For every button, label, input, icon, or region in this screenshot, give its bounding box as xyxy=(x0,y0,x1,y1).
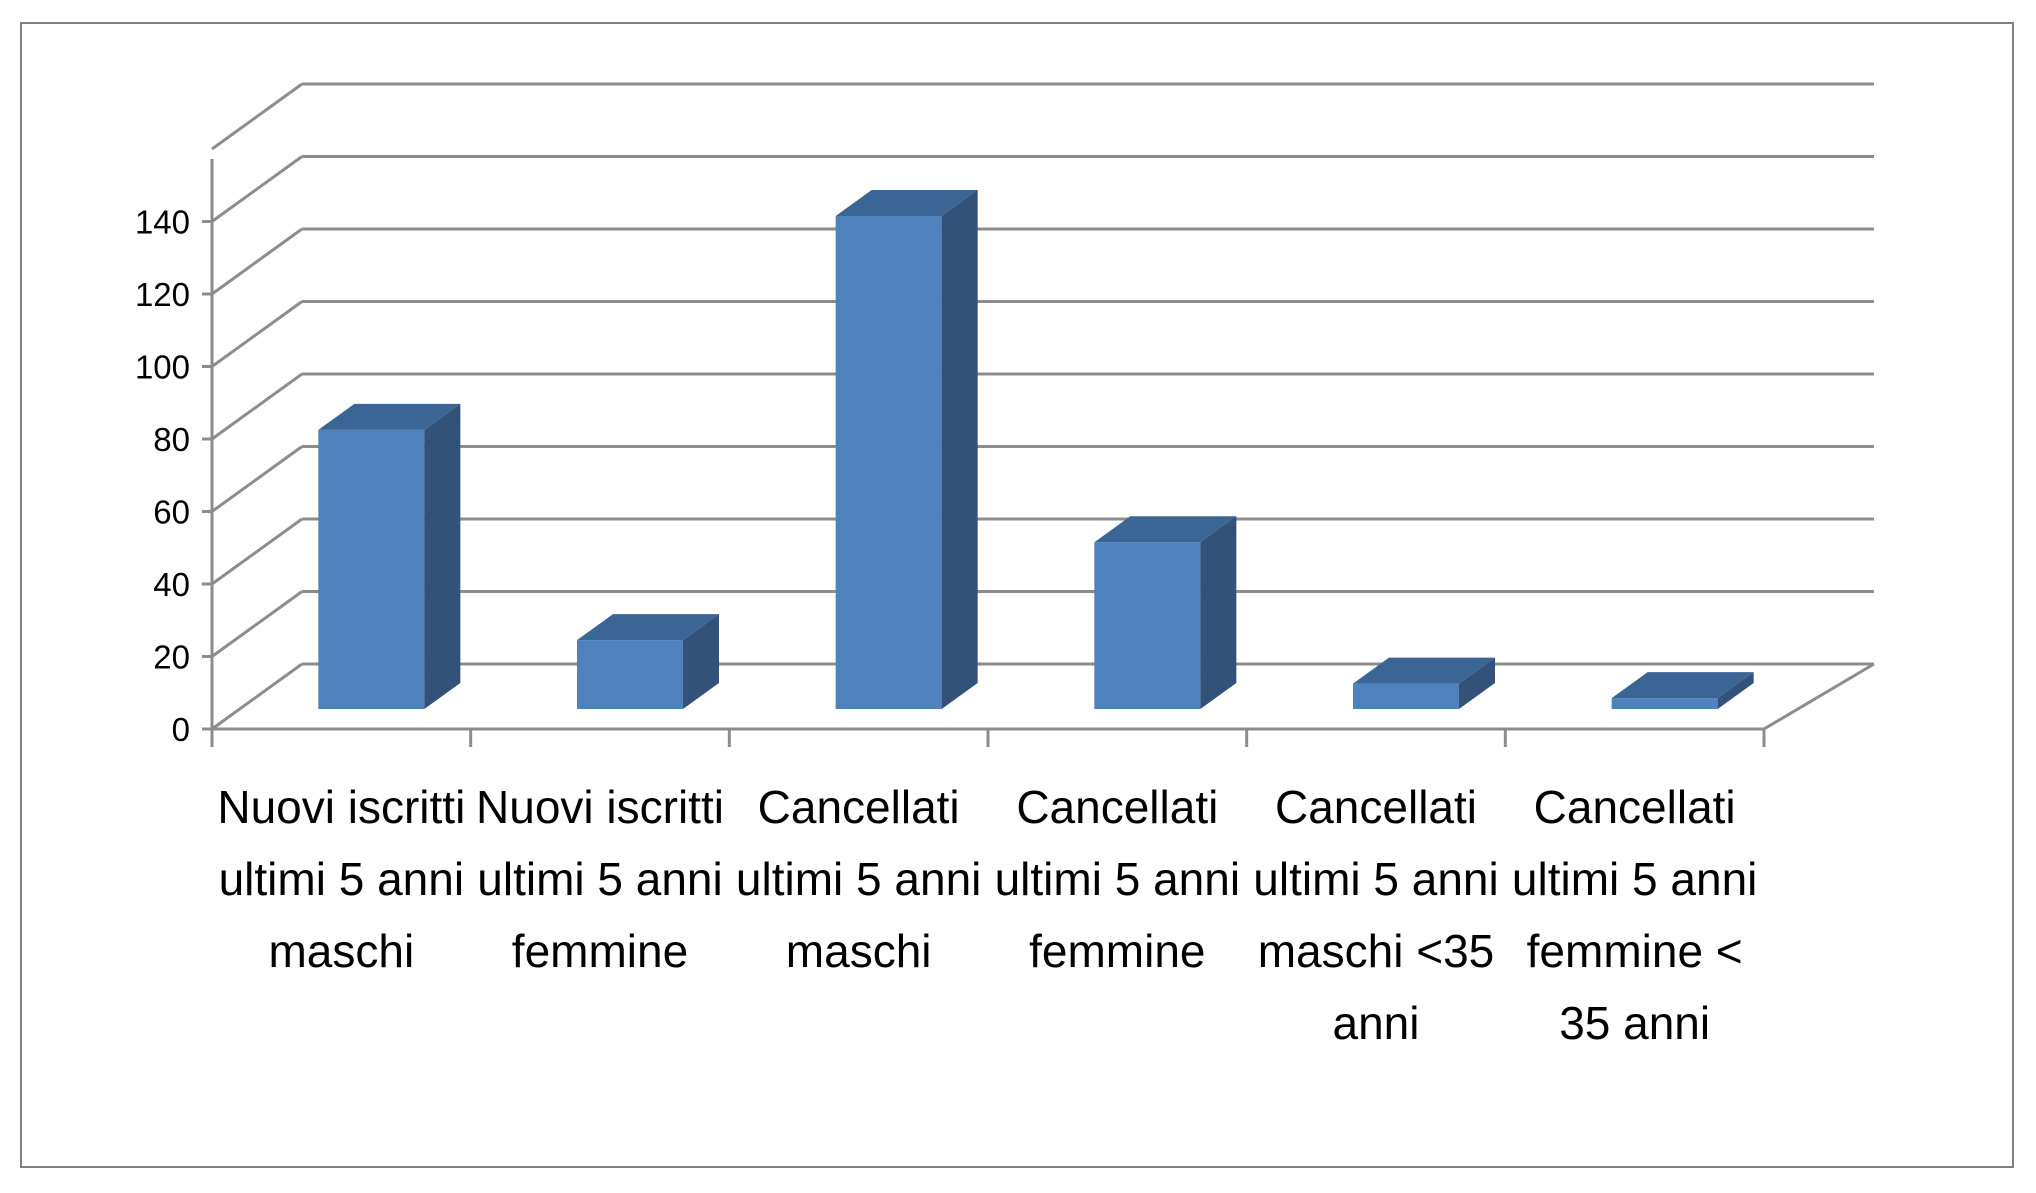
bar-front xyxy=(318,429,425,709)
y-tick-label: 80 xyxy=(153,421,190,458)
x-category-label: Nuovi iscritti ultimi 5 anni maschi xyxy=(217,781,466,977)
bar-side xyxy=(1717,672,1754,709)
gridline-side xyxy=(211,590,303,658)
bar-front xyxy=(1611,698,1718,709)
y-tick-label: 20 xyxy=(153,639,190,676)
gridline-side xyxy=(211,372,303,441)
x-category-label: Nuovi iscritti ultimi 5 anni femmine xyxy=(476,781,724,977)
bar-side xyxy=(683,614,719,709)
bar-side xyxy=(1200,516,1237,709)
bar-top xyxy=(577,614,719,641)
y-tick-label: 120 xyxy=(135,276,190,313)
chart-plot: 0 20 40 60 80 100 120 140 xyxy=(135,82,1875,748)
y-tick-label: 60 xyxy=(153,494,190,531)
x-category-label: Cancellati ultimi 5 anni maschi <35 anni xyxy=(1253,781,1499,1049)
floor-right-edge xyxy=(1763,662,1875,731)
bar-top xyxy=(1094,516,1237,543)
y-tick-label: 40 xyxy=(153,566,190,603)
bar-front xyxy=(1094,542,1201,709)
x-category-label: Cancellati ultimi 5 anni femmine xyxy=(994,781,1241,977)
x-category-label: Cancellati ultimi 5 anni maschi xyxy=(735,781,982,977)
bar-front xyxy=(835,216,942,709)
bar-side xyxy=(941,190,978,709)
gridline-side xyxy=(211,517,303,586)
bar-side xyxy=(424,403,461,709)
bar-top xyxy=(1353,657,1495,684)
chart-frame: 0 20 40 60 80 100 120 140 Nuovi iscritti ultimi… xyxy=(20,22,2014,1168)
gridline-side xyxy=(211,155,303,223)
y-tick-label: 140 xyxy=(135,204,190,241)
bar-top xyxy=(318,403,461,430)
gridline-side xyxy=(211,662,303,731)
gridline-side xyxy=(211,445,303,513)
gridline-side xyxy=(211,300,303,368)
bar-front xyxy=(1353,683,1459,709)
bar-front xyxy=(577,640,683,709)
y-tick-label: 100 xyxy=(135,349,190,386)
bar-top xyxy=(1611,672,1754,699)
gridline-side xyxy=(211,82,303,151)
y-tick-label: 0 xyxy=(172,711,190,748)
bar-top xyxy=(835,190,978,216)
bar-side xyxy=(1459,657,1495,709)
x-category-label: Cancellati ultimi 5 anni femmine < 35 an… xyxy=(1511,781,1758,1049)
gridline-side xyxy=(211,227,303,296)
